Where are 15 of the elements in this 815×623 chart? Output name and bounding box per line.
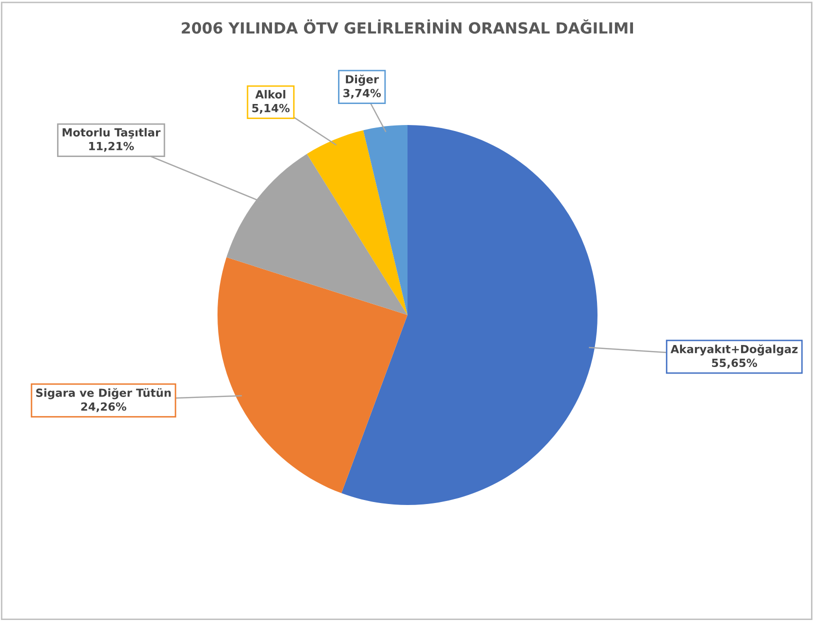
pie-slice (363, 125, 408, 315)
data-label: 11,21% (89, 142, 134, 152)
slice-label: Alkol (255, 90, 286, 99)
data-label: 24,26% (81, 402, 126, 412)
chart-title: 2006 YILINDA ÖTV GELİRLERİNİN ORANSAL DAĞILIMI (182, 19, 633, 34)
slice-label: Akaryakıt+Doğalgaz (670, 344, 798, 356)
slice-label: Diğer (346, 74, 379, 86)
data-label: 55,65% (712, 358, 758, 368)
data-label: 3,74% (343, 88, 381, 99)
pie-slice (218, 257, 408, 494)
slice-label: Sigara ve Diğer Tütün (36, 388, 171, 400)
data-label: 5,14% (252, 104, 290, 114)
pie-slice (306, 130, 408, 315)
slice-label: Motorlu Taşıtlar (62, 128, 160, 139)
pie-slice (341, 125, 598, 505)
